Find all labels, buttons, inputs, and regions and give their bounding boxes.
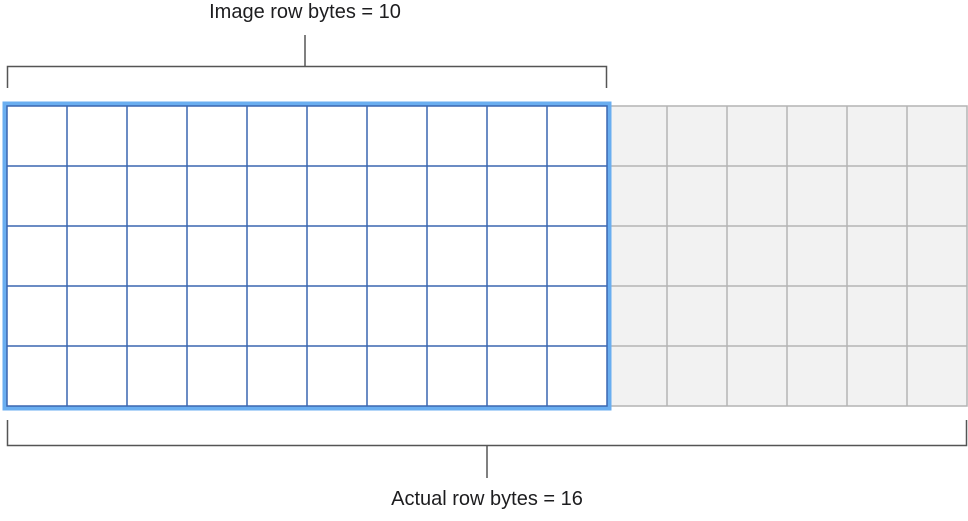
image-outline (6, 105, 608, 407)
image-row-bytes-label: Image row bytes = 10 (209, 1, 401, 23)
actual-row-bytes-bracket (6, 420, 968, 478)
padding-bytes-region (606, 105, 968, 407)
image-bytes-region (2, 101, 612, 411)
image-highlight-border (2, 101, 612, 411)
image-row-bytes-bracket (6, 35, 608, 88)
actual-row-bytes-label: Actual row bytes = 16 (391, 488, 583, 510)
